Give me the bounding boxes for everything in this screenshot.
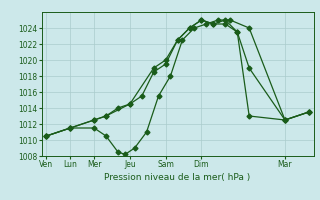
X-axis label: Pression niveau de la mer( hPa ): Pression niveau de la mer( hPa ) bbox=[104, 173, 251, 182]
